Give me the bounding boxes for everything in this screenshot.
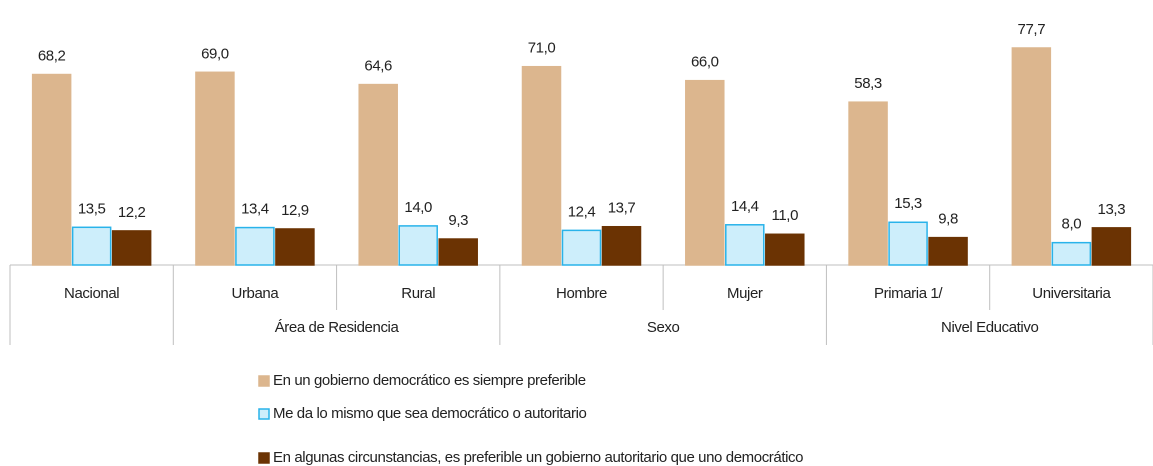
bar xyxy=(1051,241,1092,266)
value-label: 8,0 xyxy=(1062,216,1082,233)
value-label: 12,9 xyxy=(281,202,309,219)
bar xyxy=(438,238,478,266)
value-label: 12,4 xyxy=(568,203,596,220)
legend-label: En algunas circunstancias, es preferible… xyxy=(273,449,803,466)
bar xyxy=(275,228,315,266)
bar xyxy=(928,236,968,266)
value-label: 9,8 xyxy=(938,211,958,228)
value-label: 11,0 xyxy=(772,207,799,224)
value-label: 64,6 xyxy=(364,58,392,75)
x-tick-label: Mujer xyxy=(727,285,763,302)
value-label: 13,5 xyxy=(78,200,106,217)
x-tick-label: Urbana xyxy=(232,285,280,302)
x-tick-label: Rural xyxy=(401,285,435,302)
bar xyxy=(725,224,765,266)
legend-swatch xyxy=(258,408,270,420)
value-label: 15,3 xyxy=(894,195,922,212)
value-label: 13,3 xyxy=(1098,201,1126,218)
bar xyxy=(601,225,642,266)
value-label: 66,0 xyxy=(691,54,719,71)
bar xyxy=(195,71,235,266)
value-label: 71,0 xyxy=(528,40,556,57)
value-label: 12,2 xyxy=(118,204,146,221)
bar xyxy=(358,83,398,266)
group-label: Área de Residencia xyxy=(275,319,400,336)
bar xyxy=(31,73,72,266)
value-label: 68,2 xyxy=(38,48,66,65)
value-label: 58,3 xyxy=(854,75,882,92)
value-label: 14,4 xyxy=(731,198,759,215)
bar xyxy=(685,79,725,266)
bar xyxy=(235,226,275,266)
legend-swatch xyxy=(258,452,270,464)
bar xyxy=(888,221,928,266)
value-label: 69,0 xyxy=(201,45,229,62)
x-tick-label: Primaria 1/ xyxy=(874,285,943,302)
x-tick-label: Universitaria xyxy=(1032,285,1111,302)
bar xyxy=(111,230,152,266)
bar xyxy=(848,101,888,266)
value-label: 14,0 xyxy=(404,199,432,216)
bar xyxy=(398,225,438,266)
legend-label: Me da lo mismo que sea democrático o aut… xyxy=(273,405,587,422)
value-label: 77,7 xyxy=(1018,21,1046,38)
value-label: 13,4 xyxy=(241,201,269,218)
value-label: 13,7 xyxy=(608,200,636,217)
legend-label: En un gobierno democrático es siempre pr… xyxy=(273,372,586,389)
x-tick-label: Nacional xyxy=(64,285,119,302)
value-label: 9,3 xyxy=(448,212,468,229)
bar xyxy=(1091,227,1132,266)
legend-swatch xyxy=(258,375,270,387)
bar xyxy=(765,233,805,266)
x-tick-label: Hombre xyxy=(556,285,607,302)
bar xyxy=(1011,47,1052,266)
bar xyxy=(71,226,112,266)
group-label: Nivel Educativo xyxy=(941,319,1038,336)
group-label: Sexo xyxy=(647,319,680,336)
bar xyxy=(521,65,562,266)
bar xyxy=(561,229,602,266)
